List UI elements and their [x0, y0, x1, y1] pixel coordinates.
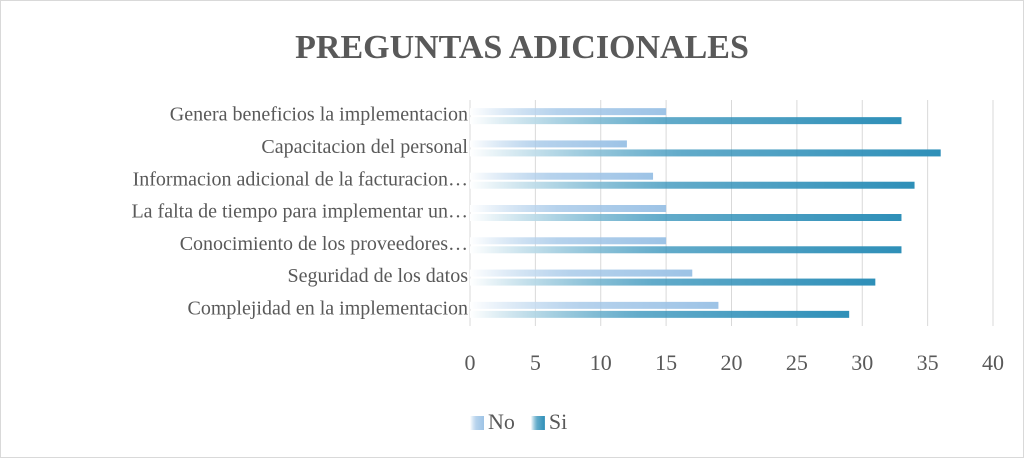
x-tick-label: 25	[786, 350, 808, 375]
legend-swatch	[470, 416, 484, 430]
legend-swatch	[530, 416, 545, 430]
bar	[470, 246, 902, 254]
x-tick-label: 35	[917, 350, 939, 375]
x-tick-label: 10	[590, 350, 612, 375]
bar	[470, 301, 719, 309]
bar	[470, 310, 850, 318]
bar	[470, 205, 667, 212]
bar	[470, 149, 941, 157]
bar	[470, 269, 693, 277]
x-tick-label: 40	[982, 350, 1004, 375]
bar	[470, 278, 876, 286]
y-tick-label: Conocimiento de los proveedores…	[180, 233, 468, 255]
chart-title: PREGUNTAS ADICIONALES	[295, 29, 749, 66]
bar	[470, 117, 902, 125]
x-tick-label: 5	[530, 350, 541, 375]
y-tick-label: Complejidad en la implementacion	[188, 297, 468, 319]
y-tick-label: Seguridad de los datos	[287, 265, 468, 287]
bar	[470, 172, 654, 180]
y-tick-label: La falta de tiempo para implementar un…	[131, 201, 468, 223]
bar	[470, 140, 627, 148]
x-tick-label: 15	[655, 350, 677, 375]
x-tick-label: 20	[721, 350, 743, 375]
y-tick-label: Genera beneficios la implementacion	[170, 104, 468, 126]
x-tick-label: 30	[851, 350, 873, 375]
legend-label: Si	[549, 409, 567, 434]
bar	[470, 181, 915, 189]
legend-label: No	[488, 409, 515, 434]
x-tick-label: 0	[465, 350, 476, 375]
y-tick-label: Capacitacion del personal	[261, 136, 468, 158]
bar	[470, 108, 667, 116]
bar	[470, 214, 902, 221]
bar	[470, 237, 667, 245]
y-tick-label: Informacion adicional de la facturacion…	[133, 168, 468, 190]
